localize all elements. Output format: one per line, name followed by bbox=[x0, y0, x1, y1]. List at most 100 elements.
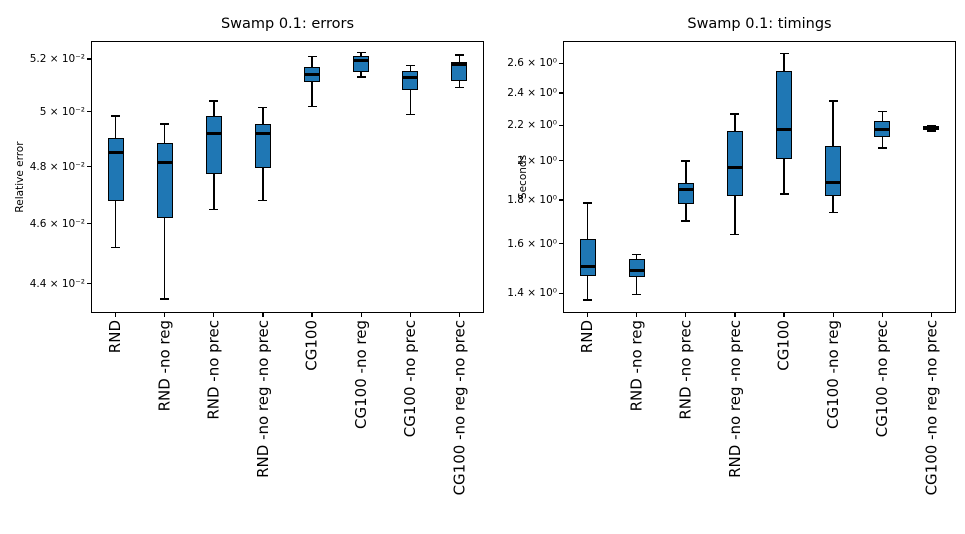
box-cap-lower bbox=[111, 246, 121, 249]
box-median bbox=[205, 131, 222, 135]
y-tick-label: 1.4 × 10⁰ bbox=[507, 287, 557, 300]
box-median bbox=[451, 62, 468, 66]
box-whisker-lower bbox=[409, 90, 412, 115]
plot-errors-axes bbox=[91, 41, 484, 313]
box-median bbox=[353, 58, 370, 62]
box-cap-upper bbox=[405, 64, 415, 67]
x-tick-label: RND bbox=[106, 320, 125, 354]
box-whisker-lower bbox=[163, 218, 166, 299]
box-cap-lower bbox=[405, 113, 415, 116]
box-cap-upper bbox=[730, 113, 740, 115]
box-body bbox=[156, 143, 173, 219]
box-whisker-upper bbox=[734, 113, 736, 131]
y-tick bbox=[559, 243, 563, 245]
x-tick-label: CG100 -no reg bbox=[352, 320, 371, 429]
y-tick-label: 2.4 × 10⁰ bbox=[507, 87, 557, 100]
box-whisker-lower bbox=[881, 137, 884, 149]
y-tick-label: 2.6 × 10⁰ bbox=[507, 57, 557, 70]
y-tick bbox=[559, 199, 563, 201]
x-tick bbox=[360, 313, 362, 317]
x-tick-label: CG100 bbox=[775, 320, 794, 371]
box-median bbox=[923, 126, 940, 130]
y-tick-label: 2 × 10⁰ bbox=[517, 154, 557, 167]
box-whisker-lower bbox=[311, 82, 313, 107]
box-median bbox=[776, 128, 793, 132]
x-tick-label: RND -no reg bbox=[155, 320, 174, 412]
box-median bbox=[628, 268, 645, 272]
box-whisker-lower bbox=[635, 277, 638, 295]
box-cap-upper bbox=[258, 106, 268, 109]
box-whisker-upper bbox=[213, 101, 215, 116]
x-tick bbox=[930, 313, 933, 317]
box-cap-upper bbox=[681, 160, 691, 162]
box-cap-lower bbox=[926, 130, 936, 132]
box-body bbox=[451, 61, 468, 82]
y-tick bbox=[559, 292, 563, 294]
box-cap-lower bbox=[160, 298, 170, 300]
x-tick bbox=[783, 313, 785, 317]
x-tick-label: CG100 -no prec bbox=[873, 320, 892, 438]
box-whisker-upper bbox=[262, 107, 264, 124]
x-tick bbox=[832, 313, 834, 317]
y-tick-label: 2.2 × 10⁰ bbox=[507, 119, 557, 132]
box-cap-upper bbox=[307, 55, 317, 58]
y-tick bbox=[559, 92, 563, 94]
box-median bbox=[677, 188, 694, 192]
box-whisker-upper bbox=[409, 65, 412, 71]
box-whisker-lower bbox=[586, 275, 589, 301]
y-tick bbox=[87, 283, 91, 285]
box-median bbox=[402, 75, 419, 79]
y-tick bbox=[87, 58, 91, 60]
box-cap-upper bbox=[209, 100, 219, 102]
box-median bbox=[874, 128, 891, 132]
box-whisker-upper bbox=[360, 52, 362, 57]
plot-timings-ylabel: Seconds bbox=[517, 154, 529, 200]
x-tick-label: CG100 -no reg bbox=[824, 320, 843, 429]
box-whisker-upper bbox=[685, 160, 687, 183]
box-body bbox=[107, 137, 124, 201]
plot-errors-ylabel: Relative error bbox=[14, 141, 26, 213]
box-cap-upper bbox=[356, 51, 366, 54]
box-cap-lower bbox=[209, 208, 219, 211]
box-body bbox=[677, 182, 694, 205]
box-median bbox=[726, 165, 743, 169]
box-whisker-lower bbox=[685, 204, 687, 222]
plot-errors-title: Swamp 0.1: errors bbox=[220, 16, 355, 32]
x-tick bbox=[734, 313, 736, 317]
x-tick bbox=[311, 313, 313, 317]
y-tick bbox=[559, 160, 563, 162]
x-tick bbox=[586, 313, 589, 317]
x-tick-label: CG100 -no reg -no prec bbox=[450, 320, 469, 496]
box-whisker-lower bbox=[262, 168, 264, 201]
box-whisker-lower bbox=[734, 195, 736, 235]
y-tick bbox=[87, 166, 91, 168]
box-cap-upper bbox=[828, 100, 838, 102]
box-cap-lower bbox=[681, 220, 691, 222]
x-tick bbox=[262, 313, 264, 317]
box-cap-upper bbox=[779, 52, 789, 55]
box-median bbox=[156, 160, 173, 164]
box-cap-upper bbox=[877, 110, 887, 113]
y-tick-label: 5.2 × 10⁻² bbox=[29, 52, 85, 65]
x-tick-label: RND -no prec bbox=[204, 320, 223, 420]
box-body bbox=[579, 239, 596, 276]
plot-timings-axes bbox=[563, 41, 956, 313]
box-cap-upper bbox=[454, 54, 464, 56]
x-tick-label: RND -no reg -no prec bbox=[725, 320, 744, 478]
y-tick-label: 4.4 × 10⁻² bbox=[29, 277, 85, 290]
x-tick-label: RND -no prec bbox=[676, 320, 695, 420]
box-whisker-upper bbox=[881, 111, 884, 122]
box-whisker-upper bbox=[783, 53, 785, 72]
box-body bbox=[402, 70, 419, 91]
y-tick bbox=[87, 223, 91, 225]
x-tick bbox=[164, 313, 166, 317]
box-median bbox=[304, 73, 321, 77]
box-cap-lower bbox=[454, 86, 464, 89]
x-tick bbox=[409, 313, 411, 317]
box-cap-lower bbox=[307, 105, 317, 108]
box-body bbox=[205, 115, 222, 174]
x-tick-label: RND -no reg -no prec bbox=[253, 320, 272, 478]
box-cap-lower bbox=[258, 199, 268, 202]
box-median bbox=[579, 265, 596, 268]
